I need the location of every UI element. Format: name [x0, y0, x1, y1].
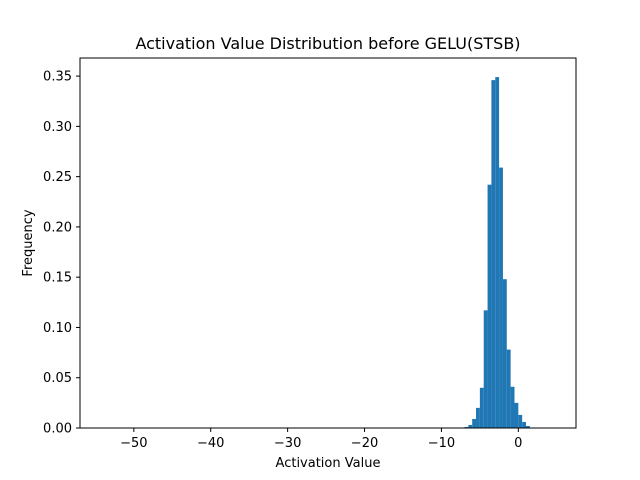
histogram-bar: [526, 425, 530, 428]
histogram-bar: [479, 387, 484, 428]
x-tick-label: −40: [197, 436, 224, 451]
histogram-bar: [491, 80, 496, 429]
y-tick-label: 0.10: [43, 321, 72, 336]
x-tick-label: −10: [428, 436, 455, 451]
histogram-bar: [518, 414, 523, 428]
y-tick-label: 0.05: [43, 371, 72, 386]
histogram-bar: [468, 424, 473, 428]
histogram-bar: [502, 279, 507, 428]
histogram-bar: [522, 421, 527, 428]
y-tick-label: 0.20: [43, 220, 72, 235]
histogram-bar: [506, 349, 511, 428]
y-tick-label: 0.30: [43, 120, 72, 135]
histogram-bar: [510, 386, 515, 428]
x-tick-label: 0: [514, 436, 522, 451]
histogram-bar: [514, 402, 519, 428]
y-tick-label: 0.00: [43, 422, 72, 437]
x-axis-label: Activation Value: [276, 456, 381, 471]
histogram-bar: [487, 184, 492, 428]
x-axis-ticks: −50 −40 −30 −20 −10 0: [120, 428, 522, 451]
plot-frame: [79, 57, 577, 429]
bars-group: [95, 77, 534, 429]
histogram-bar: [464, 426, 469, 428]
y-axis-ticks: 0.00 0.05 0.10 0.15 0.20 0.25 0.30 0.35: [43, 70, 80, 437]
histogram-bar: [499, 167, 503, 428]
x-tick-label: −20: [351, 436, 378, 451]
y-tick-label: 0.25: [43, 170, 72, 185]
histogram-bar: [483, 310, 488, 428]
histogram-bar: [495, 77, 500, 428]
histogram-bar: [472, 418, 477, 428]
y-tick-label: 0.15: [43, 271, 72, 286]
histogram-bar: [476, 407, 480, 428]
x-tick-label: −30: [274, 436, 301, 451]
y-tick-label: 0.35: [43, 70, 72, 85]
x-tick-label: −50: [120, 436, 147, 451]
y-axis-label: Frequency: [21, 209, 36, 276]
chart-title: Activation Value Distribution before GEL…: [135, 34, 520, 53]
